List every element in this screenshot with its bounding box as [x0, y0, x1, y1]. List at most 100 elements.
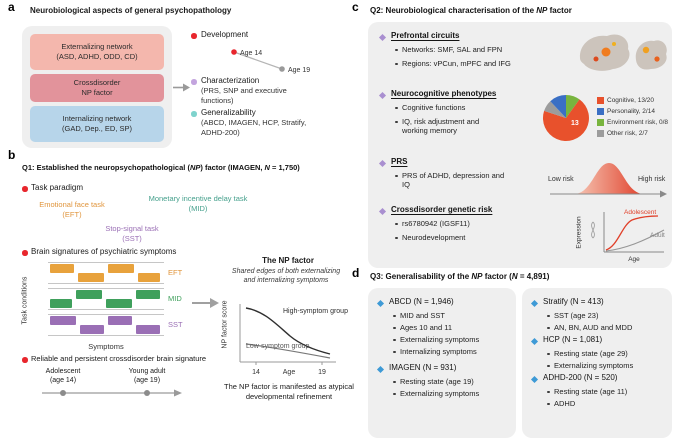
item-text: Neurodevelopment [402, 233, 466, 242]
title-italic: N [511, 272, 518, 281]
sub-dot-icon [547, 314, 550, 318]
dataset-abcd: ABCD (N = 1,946) [389, 297, 454, 306]
np-factor-title: The NP factor [262, 256, 314, 265]
legend-row: Other risk, 2/7 [597, 130, 668, 137]
legend-swatch-icon [597, 97, 604, 104]
bullet-cyan-icon [191, 111, 197, 117]
item-text: Resting state (age 19) [400, 377, 474, 386]
legend-label: Personality, 2/14 [607, 108, 655, 115]
pie-slice-count: 13 [571, 120, 579, 127]
mid-block [50, 298, 72, 308]
sst-block [136, 324, 160, 334]
expression-ylabel: Expression [575, 216, 583, 249]
adolescent-curve [605, 215, 659, 251]
legend-label: Other risk, 2/7 [607, 130, 648, 137]
sub-dot-icon [547, 390, 550, 394]
dna-icon [591, 221, 595, 239]
signature-chart-xlabel: Symptoms [88, 342, 124, 351]
item-text: MID and SST [400, 311, 446, 320]
item-text: SST (age 23) [554, 311, 599, 320]
bullet-red-icon [22, 250, 28, 256]
timeline-start-label: Adolescent (age 14) [45, 368, 81, 384]
sub-dot-icon [393, 314, 396, 318]
title-text: Q3: Generalisability of the [370, 272, 472, 281]
adolescent-label: Adolescent [624, 209, 656, 216]
signature-chart-ylabel: Task conditions [21, 276, 29, 325]
lane-label-eft: EFT [168, 268, 183, 277]
item-text: Internalizing symptoms [400, 347, 477, 356]
development-label: Development [201, 30, 249, 39]
sub-dot-icon [395, 106, 398, 110]
sub-dot-icon [395, 120, 398, 124]
timeline-arrow [42, 389, 182, 397]
title-italic: N [264, 163, 270, 172]
arrow-right-icon [192, 298, 219, 308]
dataset-imagen: IMAGEN (N = 931) [389, 363, 457, 372]
pie-legend: Cognitive, 13/20 Personality, 2/14 Envir… [597, 97, 668, 137]
panel-c-title: Q2: Neurobiological characterisation of … [370, 6, 572, 15]
item-text: PRS of ADHD, depression and IQ [402, 171, 505, 190]
section-prs-header: PRS [391, 157, 408, 166]
timeline-end-label: Young adult (age 19) [128, 368, 166, 384]
list-item: AN, BN, AUD and MDD [546, 323, 674, 332]
item-text: Networks: SMF, SAL and FPN [402, 45, 503, 54]
title-italic: NP [536, 6, 548, 15]
panel-a-title: Neurobiological aspects of general psych… [30, 6, 232, 15]
list-item: Resting state (age 19) [392, 377, 518, 386]
list-item: Resting state (age 11) [546, 387, 674, 396]
high-symptom-label: High-symptom group [283, 308, 348, 315]
eft-block [108, 264, 134, 273]
section-prefrontal-header: Prefrontal circuits [391, 31, 460, 40]
item-text: Externalizing symptoms [400, 335, 480, 344]
list-item: PRS of ADHD, depression and IQ [394, 171, 508, 190]
panel-a-label: a [8, 0, 15, 14]
reliable-signature-label: Reliable and persistent crossdisorder br… [31, 354, 207, 363]
lane-sst [48, 314, 164, 336]
mid-task-label: Monetary incentive delay task (MID) [148, 194, 248, 213]
sub-dot-icon [393, 326, 396, 330]
list-item: Internalizing symptoms [392, 347, 518, 356]
title-text: factor ( [482, 272, 512, 281]
mid-block [136, 290, 160, 299]
lane-label-mid: MID [168, 294, 182, 303]
list-item: IQ, risk adjustment and working memory [394, 117, 502, 136]
high-symptom-curve [245, 307, 331, 355]
title-text: ) factor (IMAGEN, [200, 163, 265, 172]
expression-age-plot: Adolescent Adult Age [591, 209, 665, 263]
title-italic: NP [471, 272, 483, 281]
list-item: Externalizing symptoms [546, 361, 674, 370]
legend-row: Environment risk, 0/8 [597, 119, 668, 126]
pie-slice-other [544, 101, 566, 118]
development-age-graph: Age 14 Age 19 [231, 49, 310, 74]
characterization-detail: (PRS, SNP and executive functions) [201, 86, 287, 105]
panel-b-title: Q1: Established the neuropsychopathologi… [22, 163, 300, 172]
list-item: Networks: SMF, SAL and FPN [394, 45, 552, 54]
sst-block [80, 324, 104, 334]
title-italic: NP [189, 163, 201, 172]
sub-dot-icon [393, 350, 396, 354]
generalizability-detail: (ABCD, IMAGEN, HCP, Stratify, ADHD-200) [201, 118, 307, 137]
list-item: Cognitive functions [394, 103, 552, 112]
legend-swatch-icon [597, 108, 604, 115]
dataset-hcp: HCP (N = 1,081) [543, 335, 603, 344]
panel-d-left-box [368, 288, 516, 438]
legend-label: Environment risk, 0/8 [607, 119, 669, 126]
panel-d-title: Q3: Generalisability of the NP factor (N… [370, 272, 549, 281]
eft-block [138, 272, 160, 282]
bullet-purple-icon [191, 79, 197, 85]
sub-dot-icon [395, 222, 398, 226]
item-text: ADHD [554, 399, 576, 408]
legend-swatch-icon [597, 130, 604, 137]
list-item: Resting state (age 29) [546, 349, 674, 358]
mid-block [76, 290, 102, 299]
sst-task-label: Stop-signal task (SST) [105, 224, 159, 243]
sub-dot-icon [395, 236, 398, 240]
item-text: Externalizing symptoms [400, 389, 480, 398]
bullet-red-icon [22, 357, 28, 363]
lane-mid [48, 288, 164, 310]
list-item: Externalizing symptoms [392, 335, 518, 344]
np-factor-caption: The NP factor is manifested as atypical … [224, 382, 354, 401]
sub-dot-icon [547, 402, 550, 406]
sub-dot-icon [547, 364, 550, 368]
expression-xlabel: Age [628, 256, 640, 263]
